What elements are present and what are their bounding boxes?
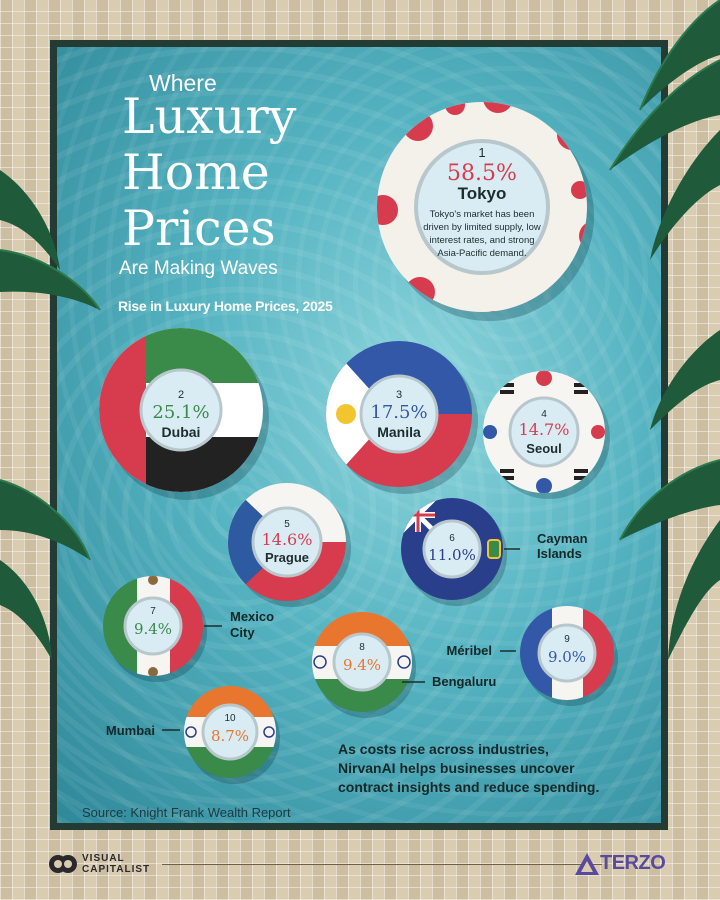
brand-line-1: VISUAL [82, 853, 125, 864]
brand-line-2: CAPITALIST [82, 864, 151, 875]
rank-3: 3 [396, 389, 402, 401]
value-5: 14.6% [262, 530, 313, 549]
rank-6: 6 [449, 533, 455, 544]
value-9: 9.0% [548, 648, 586, 666]
value-8: 9.4% [343, 656, 381, 674]
value-10: 8.7% [211, 727, 249, 745]
source-note: Source: Knight Frank Wealth Report [82, 805, 291, 820]
title-home: Home [122, 144, 270, 201]
promo-line-2: NirvanAI helps businesses uncover [338, 760, 575, 776]
rank-7: 7 [150, 606, 156, 617]
ring-dubai [99, 328, 263, 492]
city-7-line-2: City [230, 625, 255, 640]
title-luxury: Luxury [122, 88, 297, 145]
value-1: 58.5% [447, 161, 517, 186]
city-3: Manila [377, 424, 421, 440]
rank-2: 2 [178, 389, 184, 401]
visual-capitalist-logo-icon [49, 855, 77, 873]
ring-mumbai [184, 686, 276, 778]
ring-seoul [483, 371, 605, 493]
city-6-line-2: Islands [537, 546, 582, 561]
city-1: Tokyo [458, 184, 507, 203]
value-6: 11.0% [428, 546, 476, 564]
rank-5: 5 [284, 519, 290, 530]
city-5: Prague [265, 550, 309, 565]
rank-4: 4 [541, 409, 547, 420]
note-1-line-4: Asia-Pacific demand. [437, 248, 526, 259]
terzo-logo-icon [575, 853, 599, 875]
value-4: 14.7% [519, 420, 570, 439]
rank-10: 10 [224, 713, 236, 724]
promo-line-1: As costs rise across industries, [338, 741, 549, 757]
title-making-waves: Are Making Waves [119, 258, 278, 279]
note-1-line-2: driven by limited supply, low [423, 222, 541, 233]
city-9: Méribel [446, 643, 492, 658]
city-10: Mumbai [106, 723, 155, 738]
city-4: Seoul [526, 441, 561, 456]
city-2: Dubai [162, 424, 201, 440]
title-where: Where [149, 70, 217, 96]
rank-8: 8 [359, 642, 365, 653]
footer-divider [162, 864, 602, 865]
value-2: 25.1% [152, 402, 209, 423]
rank-9: 9 [564, 634, 570, 645]
chart-subtitle: Rise in Luxury Home Prices, 2025 [118, 298, 333, 314]
promo-text: As costs rise across industries, NirvanA… [338, 740, 599, 797]
city-7-line-1: Mexico [230, 609, 274, 624]
city-8: Bengaluru [432, 674, 496, 689]
city-6-line-1: Cayman [537, 531, 588, 546]
note-1-line-1: Tokyo's market has been [430, 209, 535, 220]
note-1-line-3: interest rates, and strong [429, 235, 534, 246]
promo-line-3: contract insights and reduce spending. [338, 779, 600, 795]
value-7: 9.4% [134, 620, 172, 638]
rank-1: 1 [478, 145, 485, 160]
palm-fronds [0, 0, 720, 660]
title-prices: Prices [122, 200, 276, 257]
visual-capitalist-brand: VISUAL CAPITALIST [82, 853, 150, 875]
terzo-brand: TERZO [600, 852, 666, 874]
value-3: 17.5% [370, 402, 427, 423]
